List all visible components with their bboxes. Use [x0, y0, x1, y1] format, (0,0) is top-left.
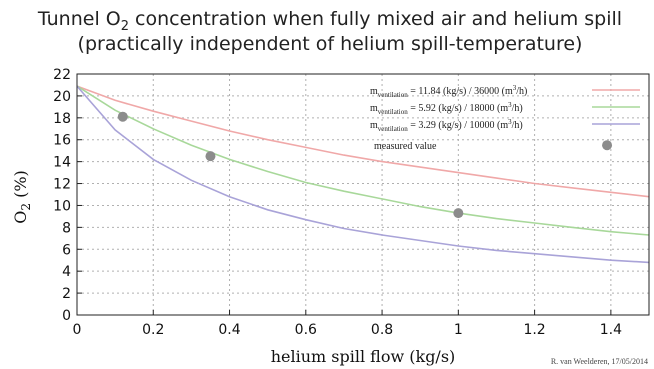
plot-frame — [76, 73, 650, 316]
series-line-1 — [76, 85, 650, 198]
x-tick-label: 0.8 — [371, 322, 393, 338]
y-tick-label: 6 — [62, 242, 71, 258]
y-tick-label: 0 — [62, 308, 71, 324]
y-tick-label: 12 — [53, 177, 71, 193]
axes — [76, 73, 650, 316]
credit-text: R. van Weelderen, 17/05/2014 — [550, 357, 648, 366]
curves — [76, 85, 650, 264]
measured-point — [205, 151, 216, 162]
y-tick-label: 4 — [62, 264, 71, 280]
series-line-2 — [76, 85, 650, 236]
tick-labels: 0 0.2 0.4 0.6 0.8 1 1.2 1.4 0 2 4 6 8 10 12 14 16 18 20 22 — [53, 67, 622, 338]
x-axis-label: helium spill flow (kg/s) — [271, 347, 456, 366]
x-tick-label: 0.4 — [218, 322, 240, 338]
y-tick-label: 22 — [53, 67, 71, 83]
legend-entry-3: mventilation = 3.29 (kg/s) / 10000 (m3/h… — [370, 118, 523, 133]
x-tick-label: 1.4 — [600, 322, 622, 338]
x-tick-label: 0.6 — [295, 322, 317, 338]
y-tick-label: 2 — [62, 286, 71, 302]
y-tick-label: 18 — [53, 111, 71, 127]
legend: mventilation = 11.84 (kg/s) / 36000 (m3/… — [370, 84, 640, 152]
y-tick-label: 20 — [53, 89, 71, 105]
y-tick-label: 8 — [62, 220, 71, 236]
measured-point — [117, 111, 128, 122]
x-tick-label: 1.2 — [523, 322, 545, 338]
legend-entry-1: mventilation = 11.84 (kg/s) / 36000 (m3/… — [370, 84, 527, 99]
measured-point — [453, 208, 464, 219]
chart-subtitle: (practically independent of helium spill… — [77, 33, 583, 55]
x-tick-label: 1 — [454, 322, 463, 338]
y-tick-label: 14 — [53, 155, 71, 171]
y-tick-label: 10 — [53, 198, 71, 214]
x-tick-label: 0 — [73, 322, 82, 338]
y-axis-label: O2 (%) — [11, 170, 33, 224]
measured-point — [602, 140, 613, 151]
legend-measured-label: measured value — [374, 141, 437, 152]
measured-points — [117, 111, 613, 219]
legend-entry-2: mventilation = 5.92 (kg/s) / 18000 (m3/h… — [370, 101, 523, 116]
chart-title: Tunnel O2 concentration when fully mixed… — [37, 8, 623, 34]
x-tick-label: 0.2 — [142, 322, 164, 338]
series-line-3 — [76, 85, 650, 264]
y-tick-label: 16 — [53, 133, 71, 149]
